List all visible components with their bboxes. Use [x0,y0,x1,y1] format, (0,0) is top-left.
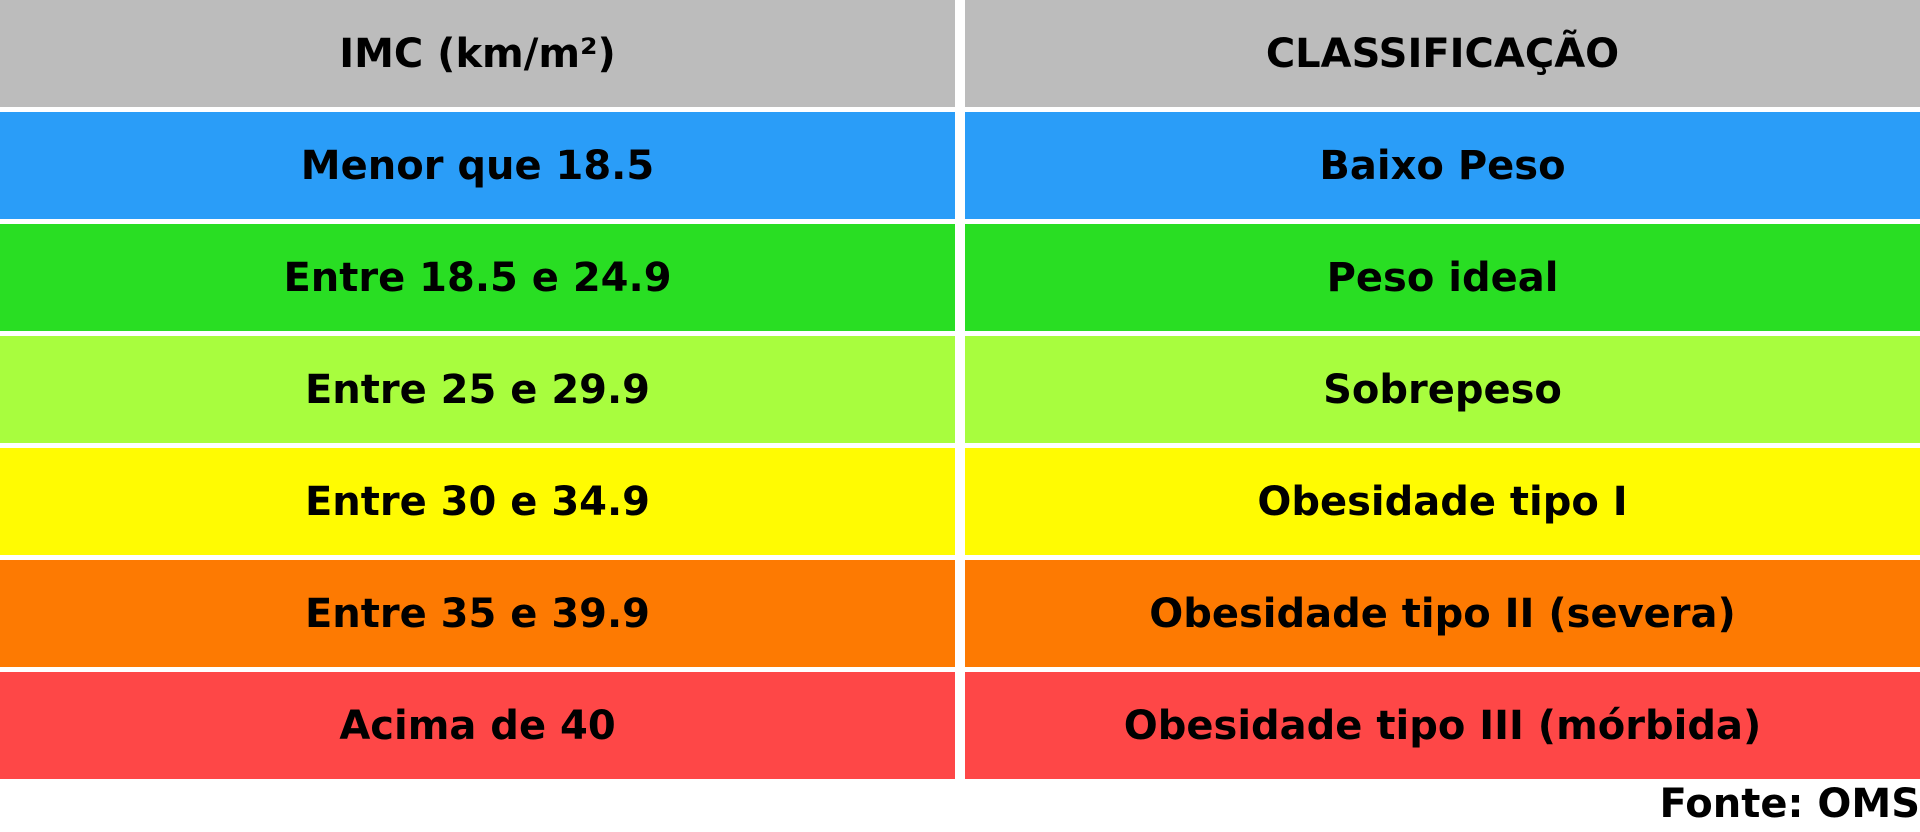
bmi-range-cell: Entre 18.5 e 24.9 [0,224,955,331]
bmi-range-cell: Menor que 18.5 [0,112,955,219]
source-note: Fonte: OMS [1659,781,1920,827]
bmi-range-cell: Acima de 40 [0,672,955,779]
header-cell-bmi: IMC (km/m²) [0,0,955,107]
bmi-classification-table: IMC (km/m²) CLASSIFICAÇÃO Menor que 18.5… [0,0,1920,779]
header-cell-classification: CLASSIFICAÇÃO [965,0,1920,107]
classification-cell: Obesidade tipo II (severa) [965,560,1920,667]
bmi-range-cell: Entre 35 e 39.9 [0,560,955,667]
classification-cell: Obesidade tipo I [965,448,1920,555]
classification-cell: Obesidade tipo III (mórbida) [965,672,1920,779]
classification-cell: Sobrepeso [965,336,1920,443]
bmi-range-cell: Entre 30 e 34.9 [0,448,955,555]
classification-cell: Peso ideal [965,224,1920,331]
classification-cell: Baixo Peso [965,112,1920,219]
bmi-range-cell: Entre 25 e 29.9 [0,336,955,443]
